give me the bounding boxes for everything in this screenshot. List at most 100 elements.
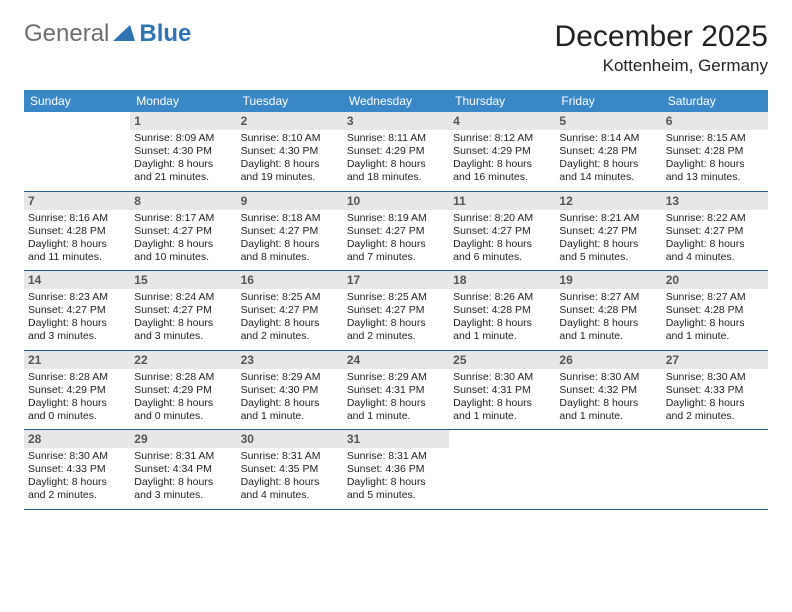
day-content: Sunrise: 8:30 AMSunset: 4:33 PMDaylight:… (28, 450, 126, 503)
day-line: Sunset: 4:29 PM (347, 145, 445, 158)
day-line: and 1 minute. (666, 330, 764, 343)
day-line: Sunrise: 8:30 AM (28, 450, 126, 463)
logo-text-blue: Blue (139, 20, 191, 48)
day-line: and 2 minutes. (241, 330, 339, 343)
day-line: and 1 minute. (559, 410, 657, 423)
day-line: Sunrise: 8:30 AM (666, 371, 764, 384)
day-line: Sunset: 4:33 PM (666, 384, 764, 397)
day-number: 27 (662, 351, 768, 369)
day-cell: 2Sunrise: 8:10 AMSunset: 4:30 PMDaylight… (237, 112, 343, 191)
day-line: Sunset: 4:31 PM (453, 384, 551, 397)
day-cell: 21Sunrise: 8:28 AMSunset: 4:29 PMDayligh… (24, 351, 130, 430)
day-line: Daylight: 8 hours (241, 158, 339, 171)
day-line: Daylight: 8 hours (134, 397, 232, 410)
day-number: 18 (449, 271, 555, 289)
day-line: Sunset: 4:28 PM (666, 145, 764, 158)
day-line: Daylight: 8 hours (347, 158, 445, 171)
day-cell: 23Sunrise: 8:29 AMSunset: 4:30 PMDayligh… (237, 351, 343, 430)
day-line: and 13 minutes. (666, 171, 764, 184)
day-line: Daylight: 8 hours (453, 317, 551, 330)
day-number: 3 (343, 112, 449, 130)
day-line: Sunset: 4:27 PM (241, 225, 339, 238)
day-content: Sunrise: 8:28 AMSunset: 4:29 PMDaylight:… (134, 371, 232, 424)
day-number: 31 (343, 430, 449, 448)
day-content: Sunrise: 8:25 AMSunset: 4:27 PMDaylight:… (241, 291, 339, 344)
day-line: Sunset: 4:28 PM (28, 225, 126, 238)
day-line: and 18 minutes. (347, 171, 445, 184)
day-content: Sunrise: 8:21 AMSunset: 4:27 PMDaylight:… (559, 212, 657, 265)
day-cell: 16 Sunrise: 8:25 AMSunset: 4:27 PMDayligh… (237, 271, 343, 350)
day-line: Sunset: 4:29 PM (453, 145, 551, 158)
day-line: Sunset: 4:27 PM (559, 225, 657, 238)
day-line: and 19 minutes. (241, 171, 339, 184)
day-line: and 6 minutes. (453, 251, 551, 264)
day-line: Sunset: 4:36 PM (347, 463, 445, 476)
day-line: Daylight: 8 hours (453, 397, 551, 410)
day-line: Daylight: 8 hours (241, 397, 339, 410)
day-line: Sunset: 4:32 PM (559, 384, 657, 397)
day-cell: 19Sunrise: 8:27 AMSunset: 4:28 PMDayligh… (555, 271, 661, 350)
day-number: 15 (130, 271, 236, 289)
day-content: Sunrise: 8:27 AMSunset: 4:28 PMDaylight:… (559, 291, 657, 344)
day-line: Daylight: 8 hours (347, 238, 445, 251)
day-cell: 18Sunrise: 8:26 AMSunset: 4:28 PMDayligh… (449, 271, 555, 350)
day-line: and 0 minutes. (28, 410, 126, 423)
logo-triangle-icon (113, 23, 135, 46)
day-content: Sunrise: 8:27 AMSunset: 4:28 PMDaylight:… (666, 291, 764, 344)
day-content: Sunrise: 8:31 AMSunset: 4:35 PMDaylight:… (241, 450, 339, 503)
day-content: Sunrise: 8:19 AMSunset: 4:27 PMDaylight:… (347, 212, 445, 265)
day-line: Sunset: 4:30 PM (134, 145, 232, 158)
day-line: Sunrise: 8:12 AM (453, 132, 551, 145)
day-cell: 14Sunrise: 8:23 AMSunset: 4:27 PMDayligh… (24, 271, 130, 350)
day-number: 16 (237, 271, 343, 289)
day-cell (662, 430, 768, 509)
day-cell: 15Sunrise: 8:24 AMSunset: 4:27 PMDayligh… (130, 271, 236, 350)
day-cell: 24Sunrise: 8:29 AMSunset: 4:31 PMDayligh… (343, 351, 449, 430)
day-number: 14 (24, 271, 130, 289)
day-line: Sunset: 4:33 PM (28, 463, 126, 476)
day-number: 25 (449, 351, 555, 369)
day-line: Daylight: 8 hours (134, 317, 232, 330)
day-line: Sunrise: 8:31 AM (347, 450, 445, 463)
day-line: Daylight: 8 hours (347, 317, 445, 330)
day-number: 29 (130, 430, 236, 448)
day-line: Daylight: 8 hours (559, 317, 657, 330)
day-cell: 13Sunrise: 8:22 AMSunset: 4:27 PMDayligh… (662, 192, 768, 271)
day-line: Daylight: 8 hours (559, 238, 657, 251)
day-content: Sunrise: 8:12 AMSunset: 4:29 PMDaylight:… (453, 132, 551, 185)
day-content: Sunrise: 8:14 AMSunset: 4:28 PMDaylight:… (559, 132, 657, 185)
day-cell: 5Sunrise: 8:14 AMSunset: 4:28 PMDaylight… (555, 112, 661, 191)
day-line: Sunrise: 8:26 AM (453, 291, 551, 304)
day-number: 10 (343, 192, 449, 210)
day-content: Sunrise: 8:10 AMSunset: 4:30 PMDaylight:… (241, 132, 339, 185)
day-line: and 1 minute. (347, 410, 445, 423)
day-line: and 2 minutes. (28, 489, 126, 502)
day-line: and 1 minute. (241, 410, 339, 423)
day-line: Sunset: 4:28 PM (559, 304, 657, 317)
day-line: Sunrise: 8:25 AM (241, 291, 339, 304)
day-line: Daylight: 8 hours (241, 317, 339, 330)
day-line: Sunrise: 8:11 AM (347, 132, 445, 145)
day-cell: 31 Sunrise: 8:31 AMSunset: 4:36 PMDayligh… (343, 430, 449, 509)
day-cell: 12Sunrise: 8:21 AMSunset: 4:27 PMDayligh… (555, 192, 661, 271)
day-cell: 4Sunrise: 8:12 AMSunset: 4:29 PMDaylight… (449, 112, 555, 191)
weeks-container: 1Sunrise: 8:09 AMSunset: 4:30 PMDaylight… (24, 112, 768, 510)
day-line: Sunset: 4:30 PM (241, 145, 339, 158)
day-number: 21 (24, 351, 130, 369)
weekday-row: SundayMondayTuesdayWednesdayThursdayFrid… (24, 90, 768, 112)
day-line: Daylight: 8 hours (453, 158, 551, 171)
day-cell: 17Sunrise: 8:25 AMSunset: 4:27 PMDayligh… (343, 271, 449, 350)
day-line: Sunrise: 8:31 AM (134, 450, 232, 463)
day-line: Sunrise: 8:19 AM (347, 212, 445, 225)
day-content: Sunrise: 8:29 AMSunset: 4:30 PMDaylight:… (241, 371, 339, 424)
day-number: 9 (237, 192, 343, 210)
day-line: Daylight: 8 hours (347, 476, 445, 489)
day-cell: 7Sunrise: 8:16 AMSunset: 4:28 PMDaylight… (24, 192, 130, 271)
day-content: Sunrise: 8:15 AMSunset: 4:28 PMDaylight:… (666, 132, 764, 185)
day-line: and 2 minutes. (666, 410, 764, 423)
day-line: and 2 minutes. (347, 330, 445, 343)
day-cell: 28Sunrise: 8:30 AMSunset: 4:33 PMDayligh… (24, 430, 130, 509)
day-content: Sunrise: 8:16 AMSunset: 4:28 PMDaylight:… (28, 212, 126, 265)
day-content: Sunrise: 8:30 AMSunset: 4:33 PMDaylight:… (666, 371, 764, 424)
day-line: and 5 minutes. (347, 489, 445, 502)
